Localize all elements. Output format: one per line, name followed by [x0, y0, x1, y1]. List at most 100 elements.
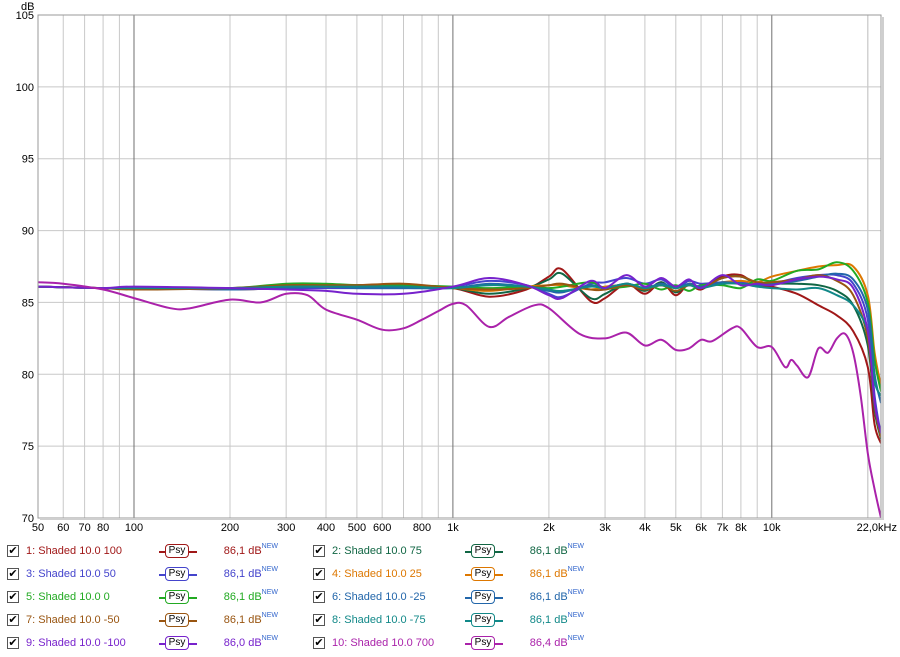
new-badge: NEW	[567, 589, 584, 596]
psy-smoothing-button[interactable]: Psy	[159, 611, 197, 629]
series-level-value: 86,0 dBNEW	[218, 635, 278, 649]
psy-smoothing-button[interactable]: Psy	[159, 542, 197, 560]
x-tick-label: 8k	[735, 522, 747, 534]
series-level-value: 86,1 dBNEW	[524, 612, 584, 626]
psy-smoothing-button[interactable]: Psy	[159, 565, 197, 583]
new-badge: NEW	[567, 635, 584, 642]
visibility-checkbox[interactable]: ✔	[7, 591, 19, 603]
psy-label: Psy	[165, 590, 189, 604]
level-text: 86,4 dB	[529, 637, 568, 649]
psy-smoothing-button[interactable]: Psy	[465, 588, 503, 606]
visibility-checkbox[interactable]: ✔	[7, 614, 19, 626]
series-line-7	[38, 274, 881, 438]
psy-label: Psy	[471, 590, 495, 604]
legend-item[interactable]: ✔ 5: Shaded 10.0 0 Psy 86,1 dBNEW	[0, 588, 300, 608]
series-line-8	[38, 282, 881, 397]
psy-label: Psy	[165, 613, 189, 627]
level-text: 86,0 dB	[223, 637, 262, 649]
x-tick-label: 400	[317, 522, 335, 534]
new-badge: NEW	[261, 543, 278, 550]
series-level-value: 86,1 dBNEW	[218, 566, 278, 580]
series-level-value: 86,1 dBNEW	[524, 543, 584, 557]
series-level-value: 86,1 dBNEW	[218, 543, 278, 557]
psy-label: Psy	[165, 567, 189, 581]
visibility-checkbox[interactable]: ✔	[313, 568, 325, 580]
x-tick-label: 22,0kHz	[857, 522, 897, 534]
x-tick-label: 7k	[717, 522, 729, 534]
x-axis-ticks: 50 60 70 80 100 200 300 400 500 600 800 1k 2k 3k 4k 5k 6…	[32, 522, 897, 534]
psy-label: Psy	[165, 544, 189, 558]
x-tick-label: 3k	[599, 522, 611, 534]
legend-item[interactable]: ✔ 4: Shaded 10.0 25 Psy 86,1 dBNEW	[306, 565, 606, 585]
plot-frame-shadow-bottom	[40, 518, 884, 520]
x-tick-label: 1k	[447, 522, 459, 534]
x-tick-label: 300	[277, 522, 295, 534]
x-tick-label: 800	[413, 522, 431, 534]
legend-item[interactable]: ✔ 1: Shaded 10.0 100 Psy 86,1 dBNEW	[0, 542, 300, 562]
series-level-value: 86,4 dBNEW	[524, 635, 584, 649]
series-name: 9: Shaded 10.0 -100	[26, 637, 126, 649]
x-tick-label: 10k	[763, 522, 781, 534]
psy-label: Psy	[471, 567, 495, 581]
x-tick-label: 5k	[670, 522, 682, 534]
visibility-checkbox[interactable]: ✔	[7, 637, 19, 649]
x-tick-label: 6k	[695, 522, 707, 534]
visibility-checkbox[interactable]: ✔	[7, 568, 19, 580]
psy-label: Psy	[165, 636, 189, 650]
legend-item[interactable]: ✔ 7: Shaded 10.0 -50 Psy 86,1 dBNEW	[0, 611, 300, 631]
visibility-checkbox[interactable]: ✔	[7, 545, 19, 557]
psy-smoothing-button[interactable]: Psy	[465, 542, 503, 560]
new-badge: NEW	[567, 612, 584, 619]
new-badge: NEW	[261, 589, 278, 596]
psy-smoothing-button[interactable]: Psy	[465, 565, 503, 583]
series-name: 2: Shaded 10.0 75	[332, 545, 422, 557]
y-axis-unit-label: dB	[21, 1, 34, 13]
psy-smoothing-button[interactable]: Psy	[465, 611, 503, 629]
plot-background	[38, 15, 881, 518]
y-tick-label: 85	[22, 297, 34, 309]
series-level-value: 86,1 dBNEW	[524, 589, 584, 603]
series-level-value: 86,1 dBNEW	[218, 612, 278, 626]
level-text: 86,1 dB	[529, 545, 568, 557]
level-text: 86,1 dB	[223, 591, 262, 603]
legend-item[interactable]: ✔ 8: Shaded 10.0 -75 Psy 86,1 dBNEW	[306, 611, 606, 631]
level-text: 86,1 dB	[223, 545, 262, 557]
visibility-checkbox[interactable]: ✔	[313, 614, 325, 626]
legend-item[interactable]: ✔ 6: Shaded 10.0 -25 Psy 86,1 dBNEW	[306, 588, 606, 608]
x-tick-label: 70	[78, 522, 90, 534]
psy-label: Psy	[471, 613, 495, 627]
series-line-9	[38, 274, 881, 434]
series-level-value: 86,1 dBNEW	[218, 589, 278, 603]
series-name: 5: Shaded 10.0 0	[26, 591, 110, 603]
x-tick-label: 2k	[543, 522, 555, 534]
legend-item[interactable]: ✔ 2: Shaded 10.0 75 Psy 86,1 dBNEW	[306, 542, 606, 562]
plot-frame-shadow	[881, 17, 884, 520]
new-badge: NEW	[567, 566, 584, 573]
series-name: 4: Shaded 10.0 25	[332, 568, 422, 580]
x-tick-label: 200	[221, 522, 239, 534]
level-text: 86,1 dB	[529, 614, 568, 626]
psy-label: Psy	[471, 544, 495, 558]
series-line-10	[38, 281, 881, 518]
visibility-checkbox[interactable]: ✔	[313, 637, 325, 649]
psy-smoothing-button[interactable]: Psy	[159, 634, 197, 652]
legend-item[interactable]: ✔ 3: Shaded 10.0 50 Psy 86,1 dBNEW	[0, 565, 300, 585]
x-tick-label: 500	[348, 522, 366, 534]
y-tick-label: 75	[22, 441, 34, 453]
y-tick-label: 95	[22, 154, 34, 166]
series-name: 7: Shaded 10.0 -50	[26, 614, 120, 626]
visibility-checkbox[interactable]: ✔	[313, 591, 325, 603]
new-badge: NEW	[567, 543, 584, 550]
legend-item[interactable]: ✔ 10: Shaded 10.0 700 Psy 86,4 dBNEW	[306, 634, 606, 654]
new-badge: NEW	[261, 635, 278, 642]
level-text: 86,1 dB	[529, 591, 568, 603]
grid-lines	[37, 14, 881, 519]
visibility-checkbox[interactable]: ✔	[313, 545, 325, 557]
frequency-response-chart: dB 105 100 95 90 85 80 75 70 50 60 70 80 100 200 300 4…	[16, 1, 897, 534]
psy-smoothing-button[interactable]: Psy	[159, 588, 197, 606]
psy-smoothing-button[interactable]: Psy	[465, 634, 503, 652]
x-tick-label: 600	[373, 522, 391, 534]
legend-item[interactable]: ✔ 9: Shaded 10.0 -100 Psy 86,0 dBNEW	[0, 634, 300, 654]
y-tick-label: 90	[22, 226, 34, 238]
y-tick-label: 70	[22, 513, 34, 525]
